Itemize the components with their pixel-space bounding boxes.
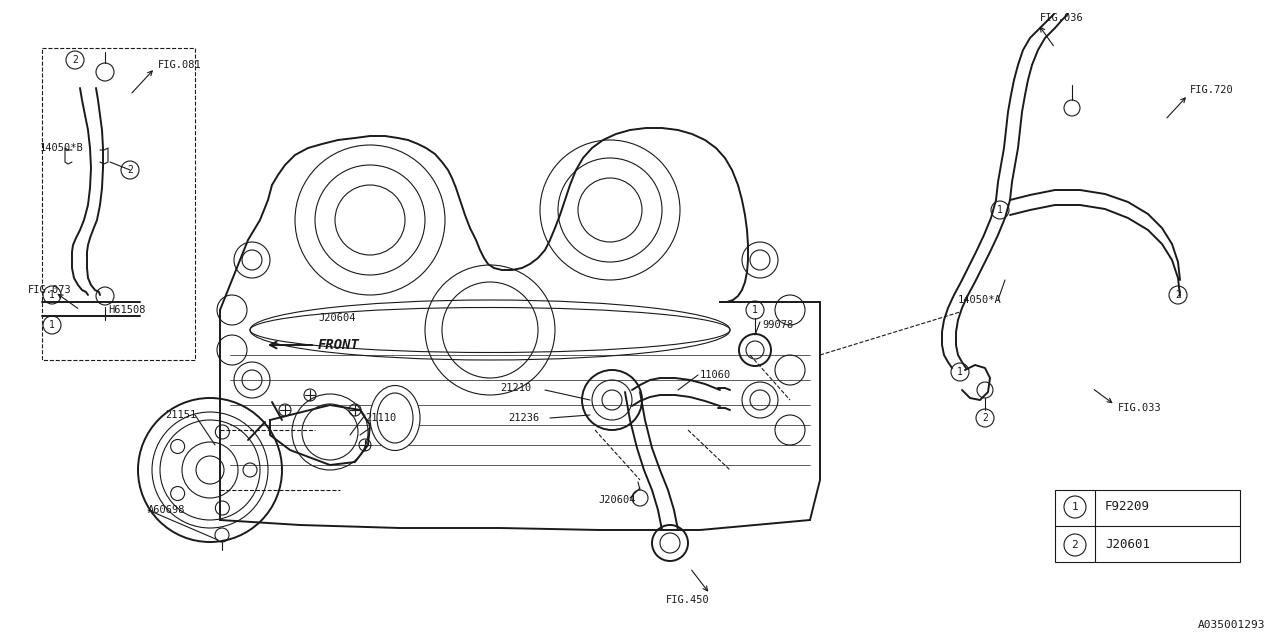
Text: J20604: J20604: [598, 495, 635, 505]
Text: 14050*A: 14050*A: [957, 295, 1002, 305]
Text: 1: 1: [997, 205, 1004, 215]
Text: 21210: 21210: [500, 383, 531, 393]
Text: 2: 2: [72, 55, 78, 65]
Text: 1: 1: [1071, 502, 1078, 512]
Text: FIG.073: FIG.073: [28, 285, 72, 295]
Text: FIG.033: FIG.033: [1117, 403, 1162, 413]
Text: A035001293: A035001293: [1198, 620, 1265, 630]
Text: 21236: 21236: [508, 413, 539, 423]
Text: 1: 1: [49, 320, 55, 330]
Text: 99078: 99078: [762, 320, 794, 330]
Text: 21110: 21110: [365, 413, 397, 423]
Text: 14050*B: 14050*B: [40, 143, 83, 153]
Text: 1: 1: [753, 305, 758, 315]
Text: A60698: A60698: [148, 505, 186, 515]
Text: H61508: H61508: [108, 305, 146, 315]
Text: 2: 2: [1071, 540, 1078, 550]
Text: 2: 2: [1175, 290, 1181, 300]
Text: FIG.081: FIG.081: [157, 60, 202, 70]
Text: FRONT: FRONT: [317, 338, 360, 352]
Text: J20601: J20601: [1105, 538, 1149, 552]
Text: 11060: 11060: [700, 370, 731, 380]
Text: 1: 1: [957, 367, 963, 377]
Text: FIG.720: FIG.720: [1190, 85, 1234, 95]
Text: F92209: F92209: [1105, 500, 1149, 513]
Text: J20604: J20604: [317, 313, 356, 323]
Text: 2: 2: [982, 413, 988, 423]
Text: FIG.036: FIG.036: [1039, 13, 1084, 23]
Text: 21151: 21151: [165, 410, 196, 420]
Bar: [1055, 490, 1240, 562]
Text: 2: 2: [127, 165, 133, 175]
Text: FIG.450: FIG.450: [666, 595, 710, 605]
Ellipse shape: [370, 385, 420, 451]
Text: 1: 1: [49, 290, 55, 300]
